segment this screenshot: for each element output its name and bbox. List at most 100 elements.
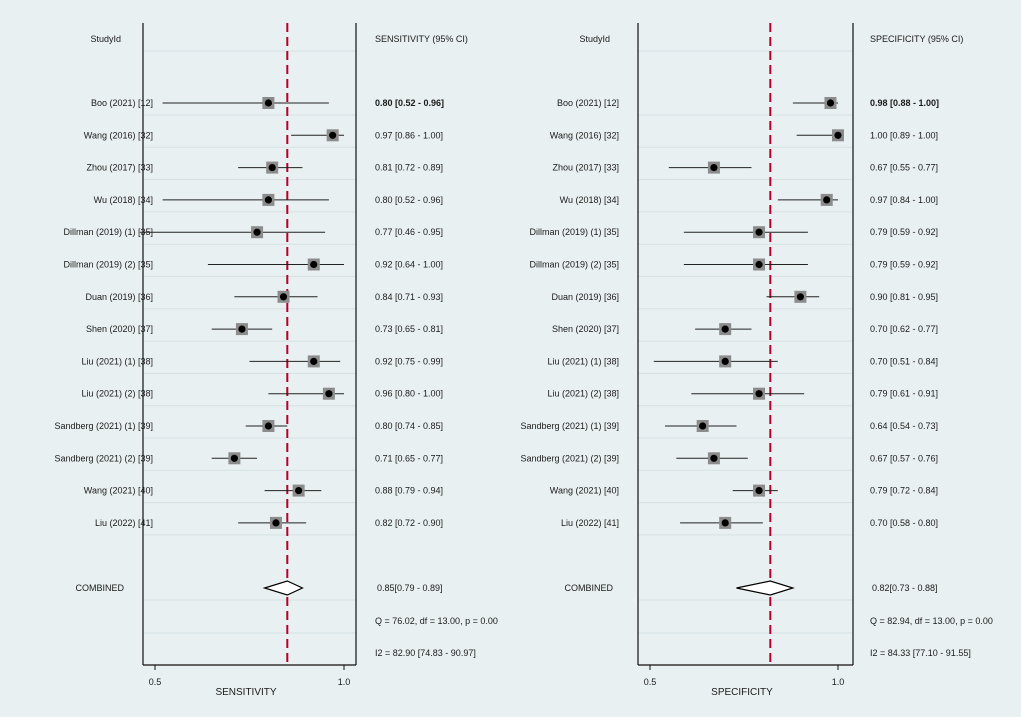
specificity-panel: StudyId SPECIFICITY (95% CI) Boo (2021) [1…	[520, 23, 993, 698]
study-label: Shen (2020) [37]	[552, 324, 619, 334]
x-tick-label: 1.0	[832, 677, 845, 687]
point-estimate	[230, 454, 238, 462]
point-estimate	[823, 196, 831, 204]
estimate-label: 0.90 [0.81 - 0.95]	[870, 292, 938, 302]
estimate-label: 0.79 [0.72 - 0.84]	[870, 486, 938, 496]
estimate-label: 0.70 [0.62 - 0.77]	[870, 324, 938, 334]
study-label: Liu (2021) (1) [38]	[81, 356, 153, 366]
study-label: Liu (2022) [41]	[95, 518, 153, 528]
point-estimate	[699, 422, 707, 430]
estimate-label: 0.97 [0.86 - 1.00]	[375, 130, 443, 140]
estimate-label: 0.80 [0.52 - 0.96]	[375, 98, 444, 108]
i2-statistic: I2 = 84.33 [77.10 - 91.55]	[870, 648, 971, 658]
study-label: Wu (2018) [34]	[560, 195, 619, 205]
combined-diamond	[262, 580, 304, 596]
point-estimate	[310, 357, 318, 365]
study-label: Boo (2021) [12]	[91, 98, 153, 108]
point-estimate	[755, 228, 763, 236]
estimate-label: 0.82 [0.72 - 0.90]	[375, 518, 443, 528]
point-estimate	[279, 293, 288, 301]
point-estimate	[721, 357, 729, 365]
point-estimate	[264, 196, 272, 204]
estimate-label: 0.77 [0.46 - 0.95]	[375, 227, 443, 237]
point-estimate	[721, 325, 729, 333]
q-statistic: Q = 82.94, df = 13.00, p = 0.00	[870, 616, 993, 626]
study-label: Liu (2021) (2) [38]	[547, 389, 619, 399]
study-label: Boo (2021) [12]	[557, 98, 619, 108]
point-estimate	[796, 293, 805, 301]
study-label: Wang (2021) [40]	[84, 486, 153, 496]
point-estimate	[325, 390, 333, 398]
column-header-study: StudyId	[579, 34, 610, 44]
combined-diamond	[736, 580, 795, 596]
estimate-label: 0.80 [0.52 - 0.96]	[375, 195, 443, 205]
estimate-label: 1.00 [0.89 - 1.00]	[870, 130, 938, 140]
x-axis-title: SPECIFICITY	[711, 687, 773, 698]
study-label: Liu (2021) (1) [38]	[547, 356, 619, 366]
estimate-label: 0.92 [0.64 - 1.00]	[375, 260, 443, 270]
study-label: Duan (2019) [36]	[85, 292, 153, 302]
point-estimate	[272, 519, 280, 527]
column-header-estimate: SPECIFICITY (95% CI)	[870, 34, 963, 44]
point-estimate	[268, 164, 276, 172]
point-estimate	[710, 164, 718, 172]
point-estimate	[755, 487, 763, 495]
i2-statistic: I2 = 82.90 [74.83 - 90.97]	[375, 648, 476, 658]
point-estimate	[834, 131, 842, 139]
estimate-label: 0.80 [0.74 - 0.85]	[375, 421, 443, 431]
study-label: Duan (2019) [36]	[551, 292, 619, 302]
estimate-label: 0.96 [0.80 - 1.00]	[375, 389, 443, 399]
point-estimate	[721, 519, 729, 527]
q-statistic: Q = 76.02, df = 13.00, p = 0.00	[375, 616, 498, 626]
point-estimate	[310, 260, 318, 269]
x-tick-label: 0.5	[149, 677, 162, 687]
estimate-label: 0.70 [0.51 - 0.84]	[870, 356, 938, 366]
x-tick-label: 1.0	[338, 677, 351, 687]
study-label: Dillman (2019) (2) [35]	[529, 260, 619, 270]
study-label: Liu (2021) (2) [38]	[81, 389, 153, 399]
point-estimate	[329, 131, 337, 139]
column-header-study: StudyId	[90, 34, 121, 44]
study-label: Sandberg (2021) (2) [39]	[54, 453, 153, 463]
estimate-label: 0.79 [0.59 - 0.92]	[870, 260, 938, 270]
study-label: Zhou (2017) [33]	[86, 163, 153, 173]
study-label: Liu (2022) [41]	[561, 518, 619, 528]
estimate-label: 0.70 [0.58 - 0.80]	[870, 518, 938, 528]
point-estimate	[710, 454, 718, 462]
study-label: Sandberg (2021) (1) [39]	[54, 421, 153, 431]
sensitivity-panel: StudyId SENSITIVITY (95% CI) Boo (2021) [1…	[54, 23, 498, 698]
estimate-label: 0.81 [0.72 - 0.89]	[375, 163, 443, 173]
point-estimate	[253, 228, 261, 236]
estimate-label: 0.92 [0.75 - 0.99]	[375, 356, 443, 366]
study-label: Wang (2016) [32]	[84, 130, 153, 140]
estimate-label: 0.79 [0.59 - 0.92]	[870, 227, 938, 237]
estimate-label: 0.64 [0.54 - 0.73]	[870, 421, 938, 431]
estimate-label: 0.97 [0.84 - 1.00]	[870, 195, 938, 205]
study-label: Wu (2018) [34]	[94, 195, 153, 205]
study-label: Sandberg (2021) (2) [39]	[520, 453, 619, 463]
study-label: Wang (2016) [32]	[550, 130, 619, 140]
column-header-estimate: SENSITIVITY (95% CI)	[375, 34, 468, 44]
point-estimate	[238, 325, 246, 333]
estimate-label: 0.71 [0.65 - 0.77]	[375, 453, 443, 463]
study-label: Dillman (2019) (1) [35]	[529, 227, 619, 237]
estimate-label: 0.88 [0.79 - 0.94]	[375, 486, 443, 496]
study-label: Dillman (2019) (2) [35]	[63, 260, 153, 270]
point-estimate	[755, 260, 763, 269]
study-label: Wang (2021) [40]	[550, 486, 619, 496]
point-estimate	[264, 422, 272, 430]
point-estimate	[295, 487, 303, 495]
combined-label: COMBINED	[564, 583, 613, 593]
estimate-label: 0.79 [0.61 - 0.91]	[870, 389, 938, 399]
point-estimate	[826, 99, 835, 107]
study-label: Shen (2020) [37]	[86, 324, 153, 334]
study-label: Dillman (2019) (1) [35]	[63, 227, 153, 237]
combined-estimate-label: 0.82[0.73 - 0.88]	[872, 583, 938, 593]
estimate-label: 0.67 [0.57 - 0.76]	[870, 453, 938, 463]
estimate-label: 0.98 [0.88 - 1.00]	[870, 98, 939, 108]
estimate-label: 0.73 [0.65 - 0.81]	[375, 324, 443, 334]
study-label: Zhou (2017) [33]	[552, 163, 619, 173]
estimate-label: 0.67 [0.55 - 0.77]	[870, 163, 938, 173]
combined-estimate-label: 0.85[0.79 - 0.89]	[377, 583, 443, 593]
